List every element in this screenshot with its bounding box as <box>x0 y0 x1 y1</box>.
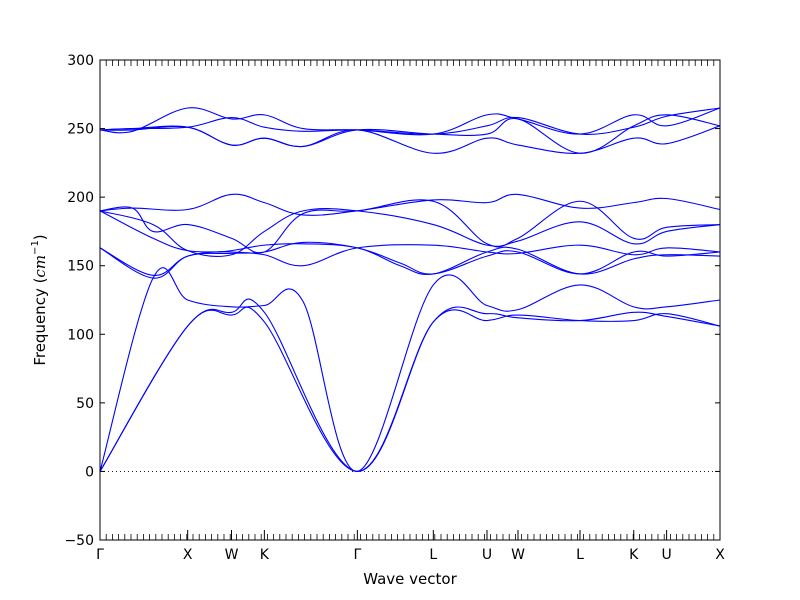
y-axis-label-unit: cm <box>31 255 49 278</box>
band-line-10 <box>99 107 721 136</box>
band-line-2 <box>99 298 721 472</box>
axes: −50 0 50 100 150 200 250 300 Γ X W K Γ L U W L K U X <box>64 53 725 563</box>
y-axis-label-exponent: −1 <box>30 240 41 255</box>
band-line-5 <box>99 243 721 276</box>
x-tick-label: Γ <box>96 547 104 563</box>
band-line-13 <box>99 114 721 154</box>
y-tick-label: 150 <box>67 259 94 275</box>
x-tick-label: K <box>260 547 270 563</box>
x-tick-label: X <box>183 547 193 563</box>
y-tick-label: 250 <box>67 122 94 138</box>
x-tick-label: X <box>715 547 725 563</box>
y-tick-label: −50 <box>64 533 94 549</box>
band-line-3 <box>99 267 721 472</box>
y-axis-label: Frequency (cm−1) <box>30 234 49 365</box>
band-line-6 <box>99 210 721 267</box>
y-axis-label-prefix: Frequency ( <box>31 278 49 366</box>
y-tick-label: 200 <box>67 190 94 206</box>
x-tick-label: L <box>429 547 437 563</box>
band-line-9 <box>99 193 721 216</box>
x-tick-label: K <box>629 547 639 563</box>
y-tick-label: 50 <box>76 396 94 412</box>
x-tick-label: U <box>661 547 671 563</box>
y-tick-label: 0 <box>85 464 94 480</box>
y-axis-label-suffix: ) <box>31 234 49 240</box>
x-axis-label: Wave vector <box>363 570 457 588</box>
band-line-1 <box>99 306 721 472</box>
band-line-7 <box>99 207 721 257</box>
band-lines <box>99 107 721 472</box>
x-tick-label: W <box>511 547 525 563</box>
y-tick-label: 100 <box>67 327 94 343</box>
x-tick-label: W <box>225 547 239 563</box>
x-tick-label: U <box>482 547 492 563</box>
y-tick-label: 300 <box>67 53 94 69</box>
band-line-4 <box>99 241 721 279</box>
band-line-11 <box>99 107 721 135</box>
x-tick-label: L <box>576 547 584 563</box>
x-tick-label: Γ <box>353 547 361 563</box>
